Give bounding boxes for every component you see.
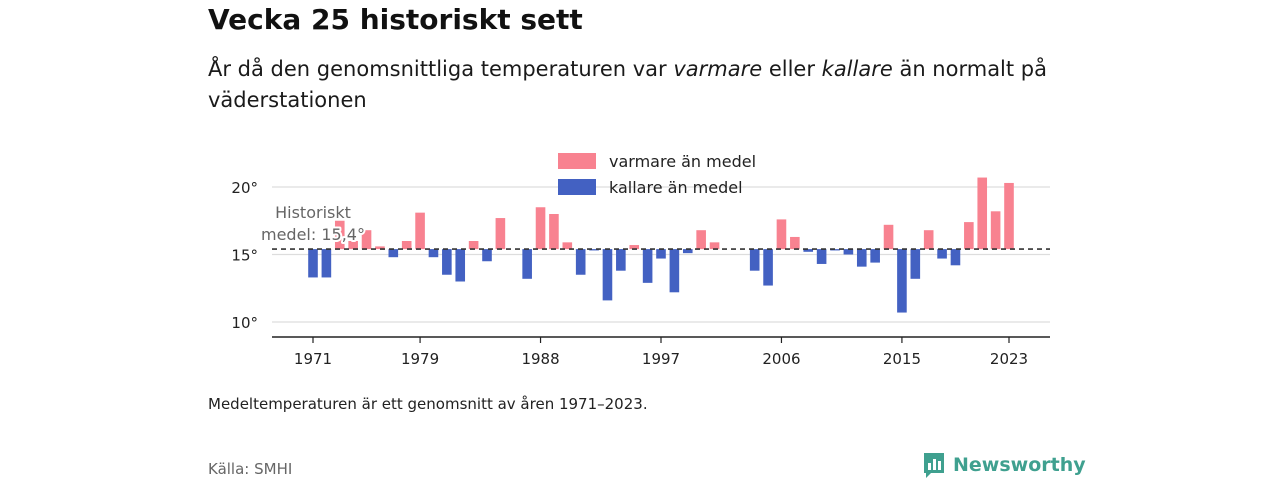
bar-cold: [843, 249, 854, 255]
chart-subtitle: År då den genomsnittliga temperaturen va…: [208, 54, 1048, 116]
x-tick-label: 1988: [521, 350, 559, 368]
method-note: Medeltemperaturen är ett genomsnitt av å…: [208, 395, 648, 413]
bar-cold: [656, 249, 666, 259]
bar-warm: [964, 222, 974, 250]
chart-title: Vecka 25 historiskt sett: [208, 3, 583, 36]
bar-warm: [348, 241, 358, 250]
bar-warm: [883, 224, 894, 250]
bar-warm: [535, 207, 546, 250]
bar-cold: [308, 249, 318, 278]
bar-warm: [709, 242, 720, 250]
subtitle-cold-word: kallare: [821, 57, 893, 81]
x-tick-label: 1971: [294, 350, 332, 368]
x-tick-label: 1997: [642, 350, 680, 368]
y-tick-label: 15°: [231, 247, 258, 265]
bar-warm: [977, 177, 988, 250]
bar-cold: [616, 249, 626, 271]
bar-cold: [856, 249, 867, 267]
x-tick-label: 1979: [401, 350, 439, 368]
bar-warm: [401, 241, 412, 250]
legend-swatch: [558, 153, 596, 169]
mean-annotation: Historiskt: [275, 203, 351, 222]
bar-warm: [375, 246, 385, 250]
bar-warm: [629, 245, 640, 250]
bar-cold: [442, 249, 452, 275]
subtitle-part1: År då den genomsnittliga temperaturen va…: [208, 57, 674, 81]
bar-cold: [428, 249, 439, 258]
bar-cold: [589, 249, 599, 251]
bar-cold: [642, 249, 653, 283]
bar-cold: [455, 249, 466, 282]
x-tick-label: 2015: [883, 350, 921, 368]
y-tick-label: 20°: [231, 179, 258, 197]
bar-warm: [923, 230, 934, 250]
subtitle-part2: eller: [762, 57, 822, 81]
bar-cold: [749, 249, 760, 271]
mean-annotation: medel: 15,4°: [261, 225, 365, 244]
bar-cold: [803, 249, 814, 252]
bar-warm: [696, 230, 706, 250]
bar-warm: [549, 214, 559, 250]
bar-cold: [575, 249, 586, 275]
bar-cold: [763, 249, 773, 286]
bar-cold: [870, 249, 880, 263]
bar-warm: [790, 236, 800, 250]
bar-cold: [321, 249, 332, 278]
bar-cold: [910, 249, 921, 279]
bar-chart: 10° 15° 20° Historiskt medel: 15,4° 1971 1979 1…: [231, 152, 1050, 368]
bar-warm: [562, 242, 573, 250]
bar-warm: [990, 211, 1001, 250]
bar-warm: [468, 241, 479, 250]
newsworthy-logo-icon: [924, 453, 944, 478]
bar-warm: [495, 218, 506, 250]
source-label: Källa: SMHI: [208, 460, 293, 478]
bar-cold: [602, 249, 613, 301]
y-tick-label: 10°: [231, 314, 258, 332]
bar-cold: [897, 249, 907, 313]
legend-label: kallare än medel: [609, 178, 743, 197]
brand-name: Newsworthy: [953, 454, 1086, 476]
bar-cold: [669, 249, 680, 293]
bar-warm: [1004, 182, 1014, 250]
x-tick-label: 2023: [990, 350, 1028, 368]
bar-cold: [522, 249, 532, 279]
bar-cold: [950, 249, 961, 266]
newsworthy-brand[interactable]: Newsworthy: [922, 451, 1086, 479]
x-tick-label: 2006: [762, 350, 800, 368]
bar-cold: [937, 249, 947, 259]
bar-warm: [415, 212, 425, 250]
bar-cold: [482, 249, 492, 262]
subtitle-warm-word: varmare: [673, 57, 763, 81]
bar-cold: [682, 249, 693, 254]
legend-label: varmare än medel: [609, 152, 756, 171]
legend-swatch: [558, 179, 596, 195]
bar-warm: [334, 220, 345, 250]
bar-cold: [816, 249, 827, 264]
bar-warm: [776, 219, 787, 250]
subtitle-part3: än normalt på väderstationen: [208, 57, 1047, 112]
bar-cold: [388, 249, 399, 258]
bar-warm: [361, 230, 372, 250]
